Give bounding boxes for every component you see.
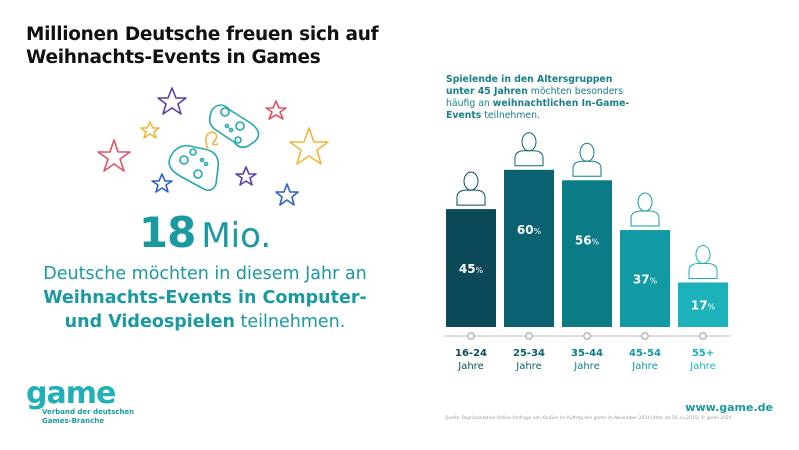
bar-value-label: 56% <box>575 233 600 247</box>
title-line-2: Weihnachts-Events in Games <box>26 47 321 68</box>
category-label: Jahre <box>573 361 599 372</box>
category-label: 25-34 <box>513 348 545 359</box>
title-line-1: Millionen Deutsche freuen sich auf <box>26 24 379 45</box>
star-icon <box>275 183 299 206</box>
source-note: Quelle: Repräsentative Online-Umfrage vo… <box>445 416 732 421</box>
bar-45-54 <box>620 230 670 327</box>
axis-tick-marker <box>699 332 707 340</box>
stat-text-2: teilnehmen. <box>234 312 346 332</box>
cable-icon <box>204 131 219 151</box>
intro-text-1: möchten besonders häufig an <box>446 86 624 109</box>
axis-tick-marker <box>641 332 649 340</box>
intro-bold-1: Spielende in den Altersgruppen unter 45 … <box>446 74 613 97</box>
stat-text-bold: Weihnachts-Events in Computer- und Video… <box>43 288 367 332</box>
stat-description: Deutsche möchten in diesem Jahr an Weihn… <box>30 262 380 334</box>
star-icon <box>140 121 160 139</box>
bar-25-34 <box>504 169 554 327</box>
stat-text-1: Deutsche möchten in diesem Jahr an <box>43 264 367 284</box>
page-title: Millionen Deutsche freuen sich auf Weihn… <box>26 23 379 69</box>
person-man-glasses-icon <box>630 192 660 227</box>
category-label: Jahre <box>457 361 483 372</box>
axis-tick-marker <box>525 332 533 340</box>
category-label: 55+ <box>692 348 714 359</box>
bar-value-label: 60% <box>517 223 542 237</box>
intro-text-2: teilnehmen. <box>481 110 540 121</box>
star-icon <box>157 87 187 115</box>
axis-tick-marker <box>583 332 591 340</box>
bar-16-24 <box>446 209 496 327</box>
chart-intro: Spielende in den Altersgruppen unter 45 … <box>446 74 636 122</box>
logo-word: game <box>26 376 116 411</box>
stat-number: 18 <box>138 208 196 257</box>
category-label: Jahre <box>689 361 715 372</box>
bar-value-label: 45% <box>459 262 484 276</box>
website-link[interactable]: www.game.de <box>685 401 773 414</box>
stat-unit: Mio. <box>201 216 272 256</box>
axis-tick-marker <box>467 332 475 340</box>
game-logo: game Verband der deutschen Games-Branche <box>26 376 134 426</box>
person-man-icon <box>514 132 544 167</box>
star-icon <box>265 100 287 120</box>
logo-tagline: Verband der deutschen Games-Branche <box>42 408 134 426</box>
person-woman-icon <box>572 142 602 177</box>
category-label: Jahre <box>515 361 541 372</box>
person-young-woman-icon <box>456 171 486 206</box>
gamepad-icon <box>168 144 220 192</box>
star-icon <box>235 166 257 186</box>
category-label: 45-54 <box>629 348 661 359</box>
intro-bold-2: weihnachtlichen In-Game-Events <box>446 98 630 121</box>
category-label: Jahre <box>631 361 657 372</box>
logo-tagline-1: Verband der deutschen <box>42 408 135 416</box>
star-icon <box>151 173 173 193</box>
bar-55+ <box>678 282 728 327</box>
bar-35-44 <box>562 180 612 327</box>
logo-tagline-2: Games-Branche <box>42 417 104 425</box>
bar-value-label: 37% <box>633 273 658 287</box>
bar-value-label: 17% <box>691 299 716 313</box>
category-label: 16-24 <box>455 348 487 359</box>
person-senior-icon <box>688 244 718 279</box>
headline-stat: 18 Mio. <box>30 208 380 257</box>
category-label: 35-44 <box>571 348 603 359</box>
christmas-gaming-illustration <box>97 87 329 206</box>
gamepad-icon <box>208 104 260 149</box>
star-icon <box>289 127 329 165</box>
star-icon <box>97 139 131 172</box>
